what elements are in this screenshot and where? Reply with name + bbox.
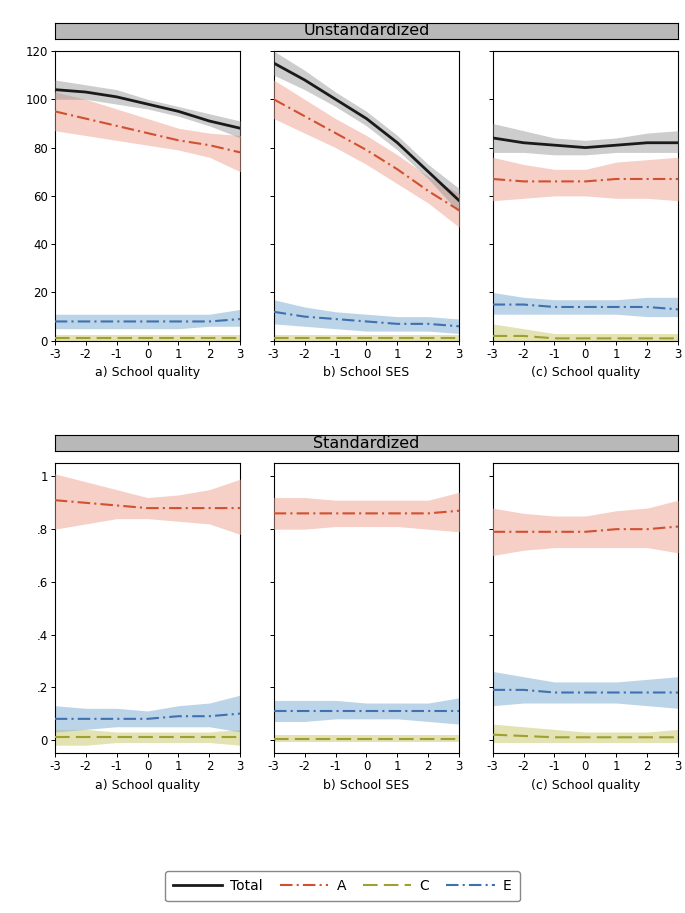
X-axis label: a) School quality: a) School quality xyxy=(95,779,200,792)
X-axis label: a) School quality: a) School quality xyxy=(95,366,200,379)
Legend: Total, A, C, E: Total, A, C, E xyxy=(165,871,520,901)
X-axis label: (c) School quality: (c) School quality xyxy=(531,779,640,792)
X-axis label: (c) School quality: (c) School quality xyxy=(531,366,640,379)
X-axis label: b) School SES: b) School SES xyxy=(323,779,410,792)
Text: Standardized: Standardized xyxy=(313,436,420,451)
Text: Unstandardized: Unstandardized xyxy=(303,24,429,38)
X-axis label: b) School SES: b) School SES xyxy=(323,366,410,379)
